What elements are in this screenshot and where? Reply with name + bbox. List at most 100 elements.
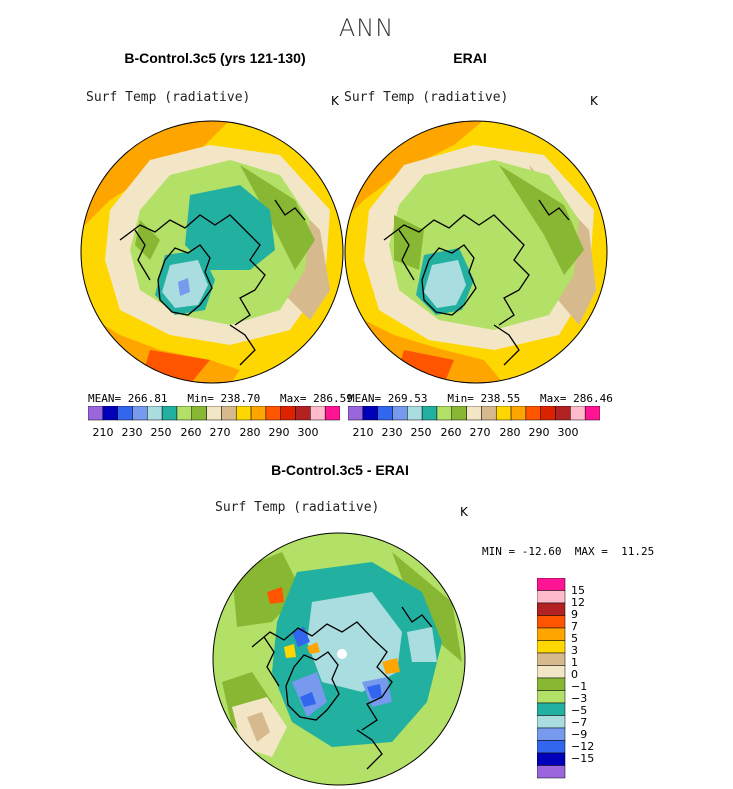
colorbar-swatch xyxy=(570,406,586,421)
colorbar-swatch xyxy=(584,406,600,421)
polar-map-diff xyxy=(212,532,466,786)
colorbar-swatch xyxy=(221,406,237,421)
colorbar-swatch xyxy=(206,406,222,421)
colorbar-diff xyxy=(537,578,566,779)
colorbar-swatch xyxy=(537,727,566,741)
colorbar-swatch xyxy=(481,406,497,421)
colorbar-swatch xyxy=(537,602,566,616)
colorbar-swatch xyxy=(250,406,267,421)
cb-tick: 300 xyxy=(557,426,579,439)
vcb-tick: −5 xyxy=(571,704,588,717)
colorbar-swatch xyxy=(392,406,408,421)
colorbar-swatch xyxy=(537,740,566,754)
colorbar-swatch xyxy=(495,406,512,421)
colorbar-swatch xyxy=(555,406,571,421)
vcb-tick: −3 xyxy=(571,692,588,705)
colorbar-swatch xyxy=(132,406,148,421)
vcb-tick: −9 xyxy=(571,728,588,741)
variable-label-model: Surf Temp (radiative) xyxy=(86,90,251,105)
vcb-tick: 15 xyxy=(571,584,585,597)
unit-label-diff: K xyxy=(460,505,468,519)
colorbar-swatch xyxy=(537,652,566,666)
colorbar-swatch xyxy=(537,702,566,716)
colorbar-swatch xyxy=(362,406,378,421)
cb-tick: 230 xyxy=(121,426,143,439)
cb-tick: 250 xyxy=(150,426,172,439)
colorbar-swatch xyxy=(537,578,566,591)
stats-diff: MIN = -12.60 MAX = 11.25 xyxy=(482,545,655,558)
coastlines xyxy=(383,199,570,366)
vcb-tick: −1 xyxy=(571,680,588,693)
colorbar-swatch xyxy=(407,406,423,421)
colorbar-ticks-model: 210 230 250 260 270 280 290 300 xyxy=(88,426,340,440)
colorbar-swatch xyxy=(102,406,118,421)
vcb-tick: 5 xyxy=(571,632,578,645)
vcb-tick: −15 xyxy=(571,752,595,765)
cb-tick: 270 xyxy=(469,426,491,439)
stats-model: MEAN= 266.81 Min= 238.70 Max= 286.59 xyxy=(88,392,353,405)
colorbar-diff-ticks: 15 12 9 7 5 3 1 0 −1 −3 −5 −7 −9 −12 −15 xyxy=(571,578,611,778)
colorbar-swatch xyxy=(421,406,438,421)
variable-label-obs: Surf Temp (radiative) xyxy=(344,90,509,105)
cb-tick: 290 xyxy=(528,426,550,439)
colorbar-swatch xyxy=(451,406,467,421)
cb-tick: 300 xyxy=(297,426,319,439)
polar-map-obs xyxy=(344,120,608,384)
colorbar-swatch xyxy=(537,665,566,679)
panel-title-obs: ERAI xyxy=(453,50,487,66)
colorbar-swatch xyxy=(436,406,453,421)
colorbar-swatch xyxy=(295,406,311,421)
colorbar-swatch xyxy=(280,406,296,421)
cb-tick: 260 xyxy=(180,426,202,439)
colorbar-swatch xyxy=(191,406,207,421)
colorbar-swatch xyxy=(537,640,566,654)
colorbar-swatch xyxy=(537,765,566,779)
colorbar-obs xyxy=(348,406,600,421)
cb-tick: 230 xyxy=(381,426,403,439)
colorbar-swatch xyxy=(537,677,566,691)
vcb-tick: 0 xyxy=(571,668,578,681)
colorbar-swatch xyxy=(537,690,566,704)
stats-obs: MEAN= 269.53 Min= 238.55 Max= 286.46 xyxy=(348,392,613,405)
coastlines xyxy=(251,606,433,770)
cb-tick: 290 xyxy=(268,426,290,439)
vcb-tick: 7 xyxy=(571,620,578,633)
colorbar-swatch xyxy=(265,406,281,421)
vcb-tick: 12 xyxy=(571,596,585,609)
colorbar-swatch xyxy=(537,715,566,729)
panel-title-model: B-Control.3c5 (yrs 121-130) xyxy=(124,50,306,66)
vcb-tick: −7 xyxy=(571,716,588,729)
cb-tick: 280 xyxy=(499,426,521,439)
colorbar-swatch xyxy=(161,406,178,421)
colorbar-swatch xyxy=(540,406,556,421)
colorbar-swatch xyxy=(537,752,566,766)
cb-tick: 210 xyxy=(92,426,114,439)
variable-label-diff: Surf Temp (radiative) xyxy=(215,500,380,515)
colorbar-model xyxy=(88,406,340,421)
colorbar-swatch xyxy=(537,590,566,604)
colorbar-swatch xyxy=(537,627,566,641)
coastlines xyxy=(119,199,306,366)
colorbar-swatch xyxy=(466,406,482,421)
cb-tick: 280 xyxy=(239,426,261,439)
colorbar-swatch xyxy=(117,406,133,421)
colorbar-swatch xyxy=(310,406,326,421)
colorbar-swatch xyxy=(377,406,393,421)
cb-tick: 260 xyxy=(440,426,462,439)
polar-map-model xyxy=(80,120,344,384)
cb-tick: 270 xyxy=(209,426,231,439)
colorbar-swatch xyxy=(510,406,527,421)
unit-label-model: K xyxy=(331,94,339,108)
vcb-tick: 9 xyxy=(571,608,578,621)
panel-title-diff: B-Control.3c5 - ERAI xyxy=(271,462,409,478)
vcb-tick: 3 xyxy=(571,644,578,657)
cb-tick: 250 xyxy=(410,426,432,439)
colorbar-swatch xyxy=(525,406,541,421)
colorbar-swatch xyxy=(324,406,340,421)
vcb-tick: −12 xyxy=(571,740,595,753)
unit-label-obs: K xyxy=(590,94,598,108)
colorbar-swatch xyxy=(147,406,163,421)
colorbar-swatch xyxy=(176,406,193,421)
vcb-tick: 1 xyxy=(571,656,578,669)
colorbar-swatch xyxy=(88,406,104,421)
